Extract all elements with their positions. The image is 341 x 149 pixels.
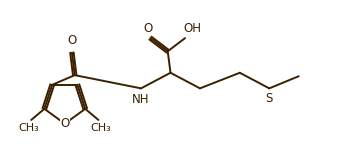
Text: O: O [144,22,153,35]
Text: O: O [67,34,76,47]
Text: NH: NH [132,93,150,106]
Text: CH₃: CH₃ [90,123,111,133]
Text: CH₃: CH₃ [18,123,39,133]
Text: S: S [266,92,273,105]
Text: O: O [60,117,70,130]
Text: OH: OH [183,22,201,35]
